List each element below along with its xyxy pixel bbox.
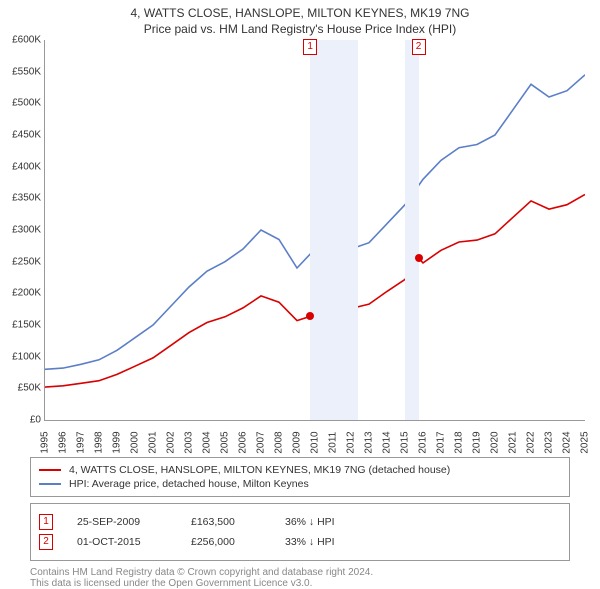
x-axis-tick: 2024 [562, 431, 573, 453]
x-axis-tick: 2005 [220, 431, 231, 453]
recession-shade [405, 40, 419, 420]
chart-plot-area: £0£50K£100K£150K£200K£250K£300K£350K£400… [44, 40, 585, 421]
x-axis-tick: 2023 [544, 431, 555, 453]
x-axis-tick: 2020 [490, 431, 501, 453]
sale-price: £256,000 [191, 536, 261, 548]
x-axis-tick: 2007 [256, 431, 267, 453]
legend-swatch-hpi [39, 483, 61, 485]
y-axis-tick: £300K [1, 225, 41, 236]
x-axis-tick: 1995 [40, 431, 51, 453]
sale-point-dot [306, 312, 314, 320]
y-axis-tick: £350K [1, 193, 41, 204]
sale-row: 1 25-SEP-2009 £163,500 36% ↓ HPI [39, 514, 561, 530]
y-axis-tick: £450K [1, 130, 41, 141]
chart-title: 4, WATTS CLOSE, HANSLOPE, MILTON KEYNES,… [0, 6, 600, 20]
y-axis-tick: £150K [1, 320, 41, 331]
x-axis-tick: 2014 [382, 431, 393, 453]
sale-point-dot [415, 254, 423, 262]
x-axis-tick: 2010 [310, 431, 321, 453]
y-axis-tick: £250K [1, 256, 41, 267]
x-axis-tick: 2004 [202, 431, 213, 453]
x-axis-tick: 2006 [238, 431, 249, 453]
x-axis-tick: 1997 [76, 431, 87, 453]
x-axis-tick: 2013 [364, 431, 375, 453]
x-axis-tick: 2025 [580, 431, 591, 453]
y-axis-tick: £500K [1, 98, 41, 109]
legend-label-hpi: HPI: Average price, detached house, Milt… [69, 478, 309, 490]
y-axis-tick: £0 [1, 415, 41, 426]
sale-date: 01-OCT-2015 [77, 536, 167, 548]
license-text: Contains HM Land Registry data © Crown c… [30, 567, 570, 589]
legend-row-property: 4, WATTS CLOSE, HANSLOPE, MILTON KEYNES,… [39, 464, 561, 476]
license-line2: This data is licensed under the Open Gov… [30, 578, 570, 589]
chart-subtitle: Price paid vs. HM Land Registry's House … [0, 22, 600, 36]
x-axis-tick: 1998 [94, 431, 105, 453]
legend-row-hpi: HPI: Average price, detached house, Milt… [39, 478, 561, 490]
x-axis-tick: 2000 [130, 431, 141, 453]
x-axis-tick: 2015 [400, 431, 411, 453]
x-axis-tick: 2018 [454, 431, 465, 453]
sale-marker-flag: 2 [412, 39, 426, 55]
sale-row: 2 01-OCT-2015 £256,000 33% ↓ HPI [39, 534, 561, 550]
y-axis-tick: £50K [1, 383, 41, 394]
sale-marker: 1 [39, 514, 53, 530]
sale-delta: 36% ↓ HPI [285, 516, 335, 528]
y-axis-tick: £400K [1, 161, 41, 172]
x-axis-tick: 2001 [148, 431, 159, 453]
legend-label-property: 4, WATTS CLOSE, HANSLOPE, MILTON KEYNES,… [69, 464, 450, 476]
y-axis-tick: £200K [1, 288, 41, 299]
legend-box: 4, WATTS CLOSE, HANSLOPE, MILTON KEYNES,… [30, 457, 570, 497]
legend-swatch-property [39, 469, 61, 471]
x-axis-tick: 2002 [166, 431, 177, 453]
sale-date: 25-SEP-2009 [77, 516, 167, 528]
x-axis-tick: 2022 [526, 431, 537, 453]
x-axis-tick: 2016 [418, 431, 429, 453]
sale-delta: 33% ↓ HPI [285, 536, 335, 548]
x-axis-tick: 2021 [508, 431, 519, 453]
sale-price: £163,500 [191, 516, 261, 528]
sale-marker: 2 [39, 534, 53, 550]
x-axis-tick: 2017 [436, 431, 447, 453]
y-axis-tick: £600K [1, 35, 41, 46]
y-axis-tick: £100K [1, 351, 41, 362]
license-line1: Contains HM Land Registry data © Crown c… [30, 567, 570, 578]
x-axis-tick: 2009 [292, 431, 303, 453]
sale-marker-flag: 1 [303, 39, 317, 55]
x-axis-tick: 2011 [328, 432, 339, 454]
chart-container: 4, WATTS CLOSE, HANSLOPE, MILTON KEYNES,… [0, 6, 600, 566]
sales-box: 1 25-SEP-2009 £163,500 36% ↓ HPI 2 01-OC… [30, 503, 570, 561]
recession-shade [310, 40, 358, 420]
x-axis-tick: 2012 [346, 431, 357, 453]
x-axis-tick: 1999 [112, 431, 123, 453]
x-axis-tick: 1996 [58, 431, 69, 453]
y-axis-tick: £550K [1, 66, 41, 77]
x-axis-tick: 2008 [274, 431, 285, 453]
x-axis-tick: 2003 [184, 431, 195, 453]
x-axis-tick: 2019 [472, 431, 483, 453]
